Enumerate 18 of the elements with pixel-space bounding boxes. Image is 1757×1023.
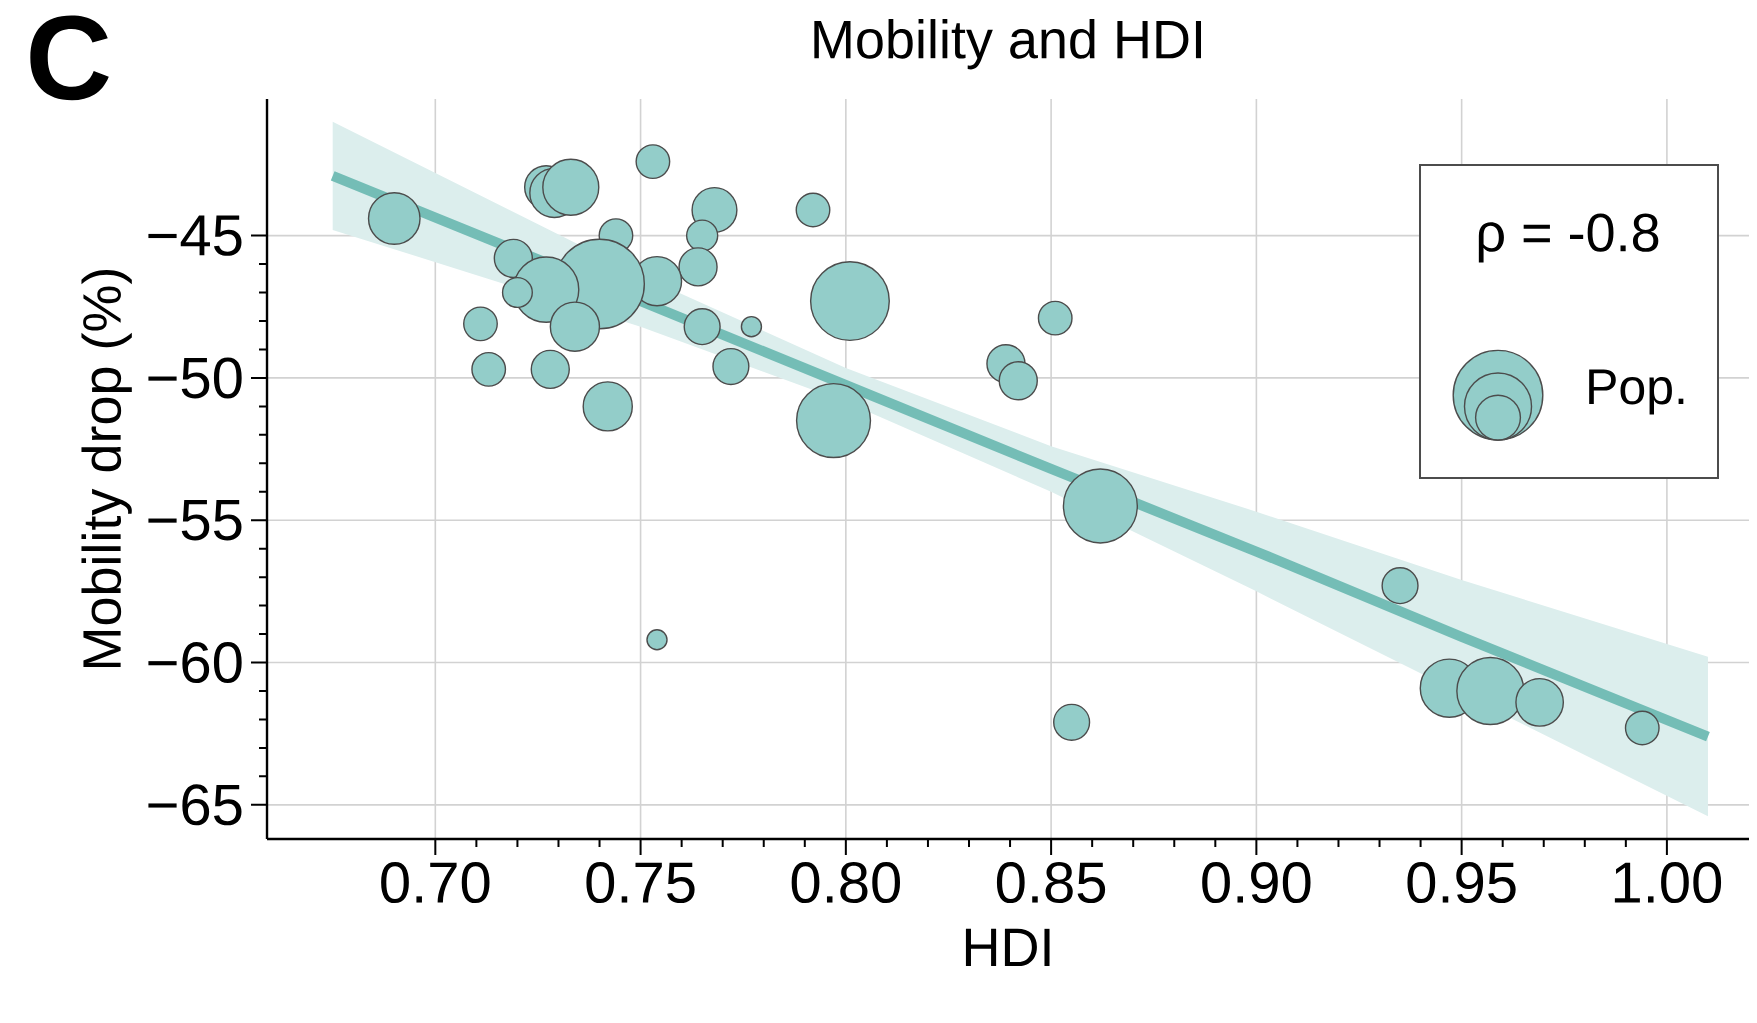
x-tick-label: 0.95 <box>1407 862 1516 904</box>
chart-title: Mobility and HDI <box>814 19 1201 70</box>
x-tick-label: 0.90 <box>1202 862 1311 904</box>
y-axis-title: Mobility drop (%) <box>81 269 132 668</box>
x-tick-label: 0.80 <box>791 862 901 904</box>
x-tick-label: 0.75 <box>586 862 695 904</box>
y-tick-label: −60 <box>148 642 242 684</box>
legend-title: Pop. <box>1589 369 1684 415</box>
annotation: ρ = -0.8 <box>1478 213 1659 263</box>
x-tick-label: 0.85 <box>996 862 1106 904</box>
y-tick-label: −55 <box>148 499 242 541</box>
y-tick-label: −45 <box>148 215 242 256</box>
y-tick-label: −50 <box>148 357 242 399</box>
x-tick-label: 0.70 <box>381 862 490 904</box>
x-axis-title: HDI <box>965 928 1050 966</box>
text: C <box>30 15 109 101</box>
y-tick-label: −65 <box>148 784 242 826</box>
x-tick-label: 1.00 <box>1614 862 1722 904</box>
